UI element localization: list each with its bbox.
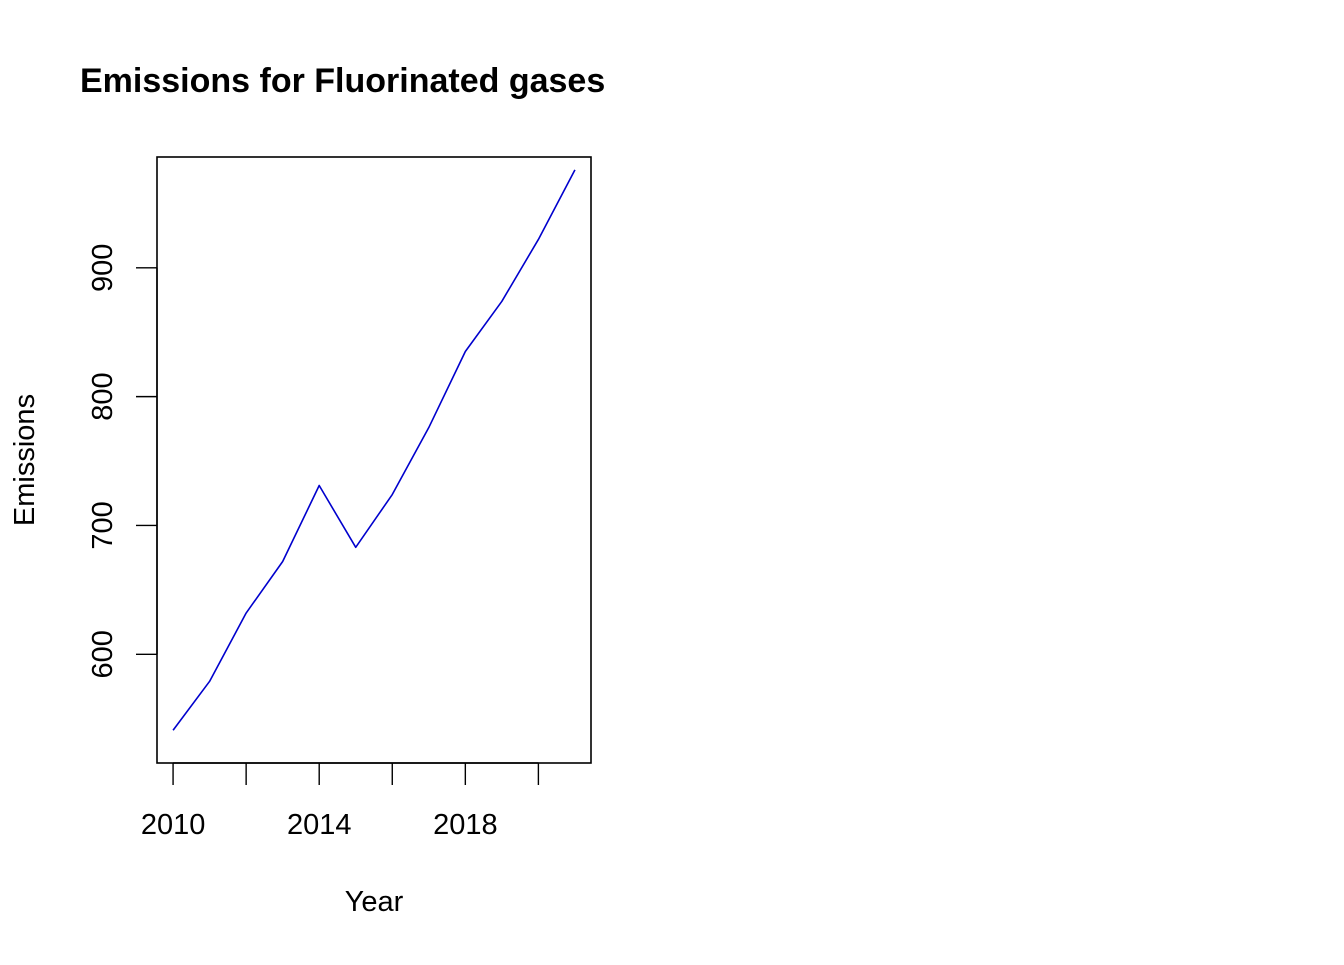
chart-title: Emissions for Fluorinated gases [80,62,605,100]
series-line [172,169,576,731]
x-tick-label: 2010 [141,809,206,841]
y-tick-label: 600 [87,630,119,678]
x-tick-label: 2014 [287,809,352,841]
y-tick-label: 800 [87,372,119,420]
x-tick-label: 2018 [433,809,498,841]
plot-frame [156,156,592,764]
y-tick-label: 700 [87,501,119,549]
y-tick-label: 900 [87,244,119,292]
y-axis-label: Emissions [9,394,41,526]
x-axis-label: Year [345,886,404,918]
plot-layer: 2010 2014 2018 600 700 800 900 [87,169,576,841]
